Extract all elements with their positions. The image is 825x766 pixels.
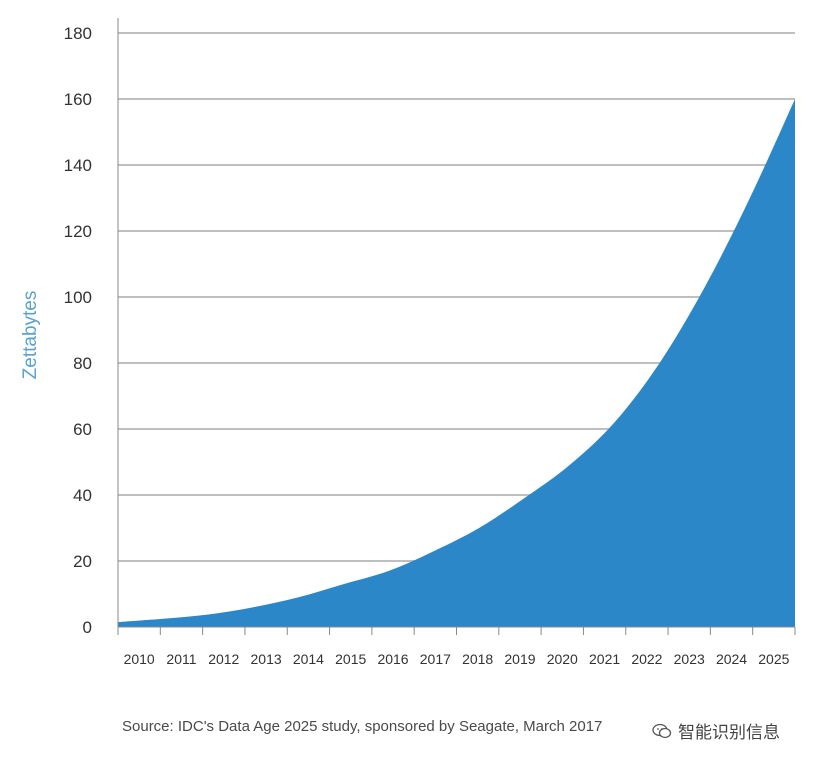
x-tick-label: 2015 <box>335 651 366 667</box>
y-tick-label: 140 <box>64 156 92 175</box>
y-tick-label: 80 <box>73 354 92 373</box>
x-tick-label: 2016 <box>377 651 408 667</box>
x-tick-label: 2010 <box>124 651 155 667</box>
watermark-text: 智能识别信息 <box>678 723 780 743</box>
plot-area <box>118 99 795 627</box>
y-tick-label: 120 <box>64 222 92 241</box>
x-tick-label: 2017 <box>420 651 451 667</box>
y-tick-label: 160 <box>64 90 92 109</box>
wechat-icon <box>652 723 672 738</box>
y-axis-label: Zettabytes <box>20 291 41 380</box>
y-tick-label: 180 <box>64 24 92 43</box>
y-tick-label: 100 <box>64 288 92 307</box>
y-tick-label: 40 <box>73 486 92 505</box>
x-tick-label: 2021 <box>589 651 620 667</box>
x-tick-label: 2020 <box>547 651 578 667</box>
y-tick-label: 20 <box>73 552 92 571</box>
x-tick-label: 2025 <box>758 651 789 667</box>
y-tick-label: 60 <box>73 420 92 439</box>
source-note: Source: IDC's Data Age 2025 study, spons… <box>122 718 603 735</box>
series-area <box>118 99 795 627</box>
x-tick-label: 2014 <box>293 651 324 667</box>
x-tick-label: 2013 <box>251 651 282 667</box>
x-tick-label: 2023 <box>674 651 705 667</box>
x-tick-label: 2019 <box>504 651 535 667</box>
x-tick-label: 2024 <box>716 651 747 667</box>
x-tick-labels: 2010 2011 2012 2013 2014 2015 2016 2017 2018 2019… <box>117 627 796 667</box>
x-tick-label: 2012 <box>208 651 239 667</box>
x-tick-label: 2022 <box>631 651 662 667</box>
watermark: 智能识别信息 <box>652 718 780 743</box>
x-tick-label: 2018 <box>462 651 493 667</box>
x-tick-label: 2011 <box>166 651 196 667</box>
y-tick-label: 0 <box>83 618 92 637</box>
gridlines <box>118 32 795 562</box>
y-tick-labels: 0 20 40 60 80 100 120 140 160 180 <box>64 24 92 637</box>
